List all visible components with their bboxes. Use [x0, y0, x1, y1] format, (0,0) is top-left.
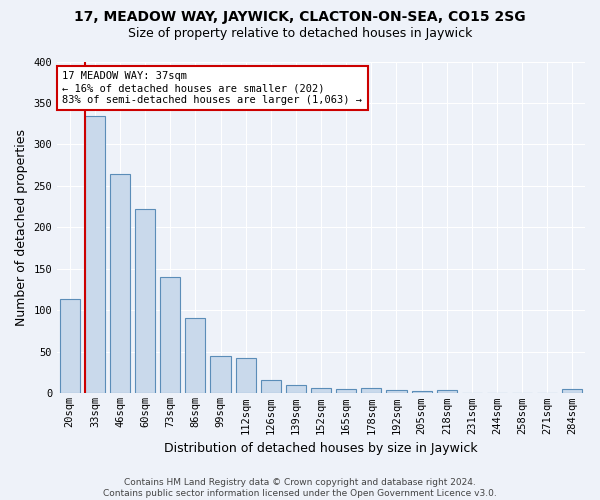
Bar — [185, 318, 205, 394]
Bar — [261, 380, 281, 394]
Text: Size of property relative to detached houses in Jaywick: Size of property relative to detached ho… — [128, 28, 472, 40]
Bar — [386, 390, 407, 394]
Bar — [236, 358, 256, 394]
Text: 17, MEADOW WAY, JAYWICK, CLACTON-ON-SEA, CO15 2SG: 17, MEADOW WAY, JAYWICK, CLACTON-ON-SEA,… — [74, 10, 526, 24]
Bar — [437, 390, 457, 394]
Text: 17 MEADOW WAY: 37sqm
← 16% of detached houses are smaller (202)
83% of semi-deta: 17 MEADOW WAY: 37sqm ← 16% of detached h… — [62, 72, 362, 104]
Bar — [211, 356, 230, 394]
Bar — [110, 174, 130, 394]
Bar — [562, 389, 583, 394]
Bar — [336, 389, 356, 394]
Bar — [160, 277, 181, 394]
Bar — [85, 116, 105, 394]
Bar — [59, 299, 80, 394]
Bar — [311, 388, 331, 394]
X-axis label: Distribution of detached houses by size in Jaywick: Distribution of detached houses by size … — [164, 442, 478, 455]
Y-axis label: Number of detached properties: Number of detached properties — [15, 129, 28, 326]
Bar — [135, 209, 155, 394]
Bar — [412, 391, 431, 394]
Bar — [286, 385, 306, 394]
Text: Contains HM Land Registry data © Crown copyright and database right 2024.
Contai: Contains HM Land Registry data © Crown c… — [103, 478, 497, 498]
Bar — [361, 388, 382, 394]
